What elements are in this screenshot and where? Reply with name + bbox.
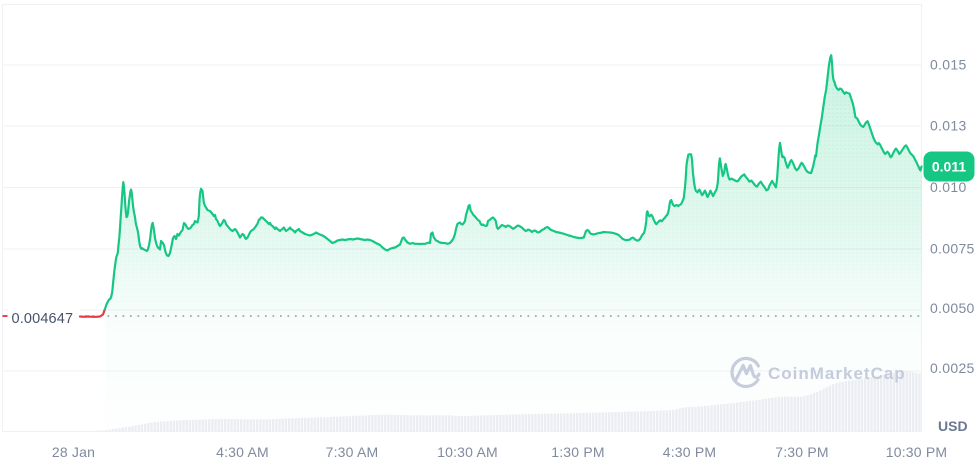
- svg-text:0.010: 0.010: [930, 179, 967, 195]
- svg-text:10:30 PM: 10:30 PM: [886, 444, 948, 460]
- svg-text:0.004647: 0.004647: [12, 311, 74, 327]
- svg-text:28 Jan: 28 Jan: [52, 444, 95, 460]
- svg-text:1:30 PM: 1:30 PM: [551, 444, 605, 460]
- svg-text:CoinMarketCap: CoinMarketCap: [768, 364, 906, 383]
- svg-text:0.0050: 0.0050: [930, 300, 975, 316]
- svg-text:4:30 AM: 4:30 AM: [216, 444, 269, 460]
- svg-text:USD: USD: [938, 418, 968, 434]
- svg-text:0.0075: 0.0075: [930, 241, 975, 257]
- svg-text:0.011: 0.011: [932, 159, 966, 175]
- svg-text:0.0025: 0.0025: [930, 360, 975, 376]
- svg-text:7:30 PM: 7:30 PM: [775, 444, 829, 460]
- svg-text:0.013: 0.013: [930, 118, 967, 134]
- svg-text:7:30 AM: 7:30 AM: [326, 444, 379, 460]
- svg-text:10:30 AM: 10:30 AM: [437, 444, 498, 460]
- svg-text:4:30 PM: 4:30 PM: [663, 444, 717, 460]
- svg-text:0.015: 0.015: [930, 57, 967, 73]
